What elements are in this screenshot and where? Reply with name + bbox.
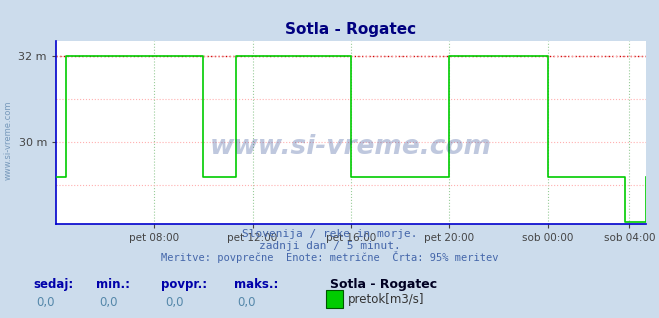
Text: 0,0: 0,0 <box>36 296 55 309</box>
Text: pretok[m3/s]: pretok[m3/s] <box>348 293 424 306</box>
Title: Sotla - Rogatec: Sotla - Rogatec <box>285 22 416 38</box>
Text: Meritve: povprečne  Enote: metrične  Črta: 95% meritev: Meritve: povprečne Enote: metrične Črta:… <box>161 251 498 263</box>
Text: min.:: min.: <box>96 278 130 291</box>
Text: www.si-vreme.com: www.si-vreme.com <box>210 135 492 160</box>
Text: Slovenija / reke in morje.: Slovenija / reke in morje. <box>242 229 417 239</box>
Text: 0,0: 0,0 <box>237 296 256 309</box>
Text: 0,0: 0,0 <box>165 296 183 309</box>
Text: povpr.:: povpr.: <box>161 278 208 291</box>
Text: Sotla - Rogatec: Sotla - Rogatec <box>330 278 437 291</box>
Text: 0,0: 0,0 <box>99 296 117 309</box>
Text: sedaj:: sedaj: <box>33 278 73 291</box>
Text: zadnji dan / 5 minut.: zadnji dan / 5 minut. <box>258 241 401 251</box>
Text: maks.:: maks.: <box>234 278 278 291</box>
Text: www.si-vreme.com: www.si-vreme.com <box>3 100 13 180</box>
